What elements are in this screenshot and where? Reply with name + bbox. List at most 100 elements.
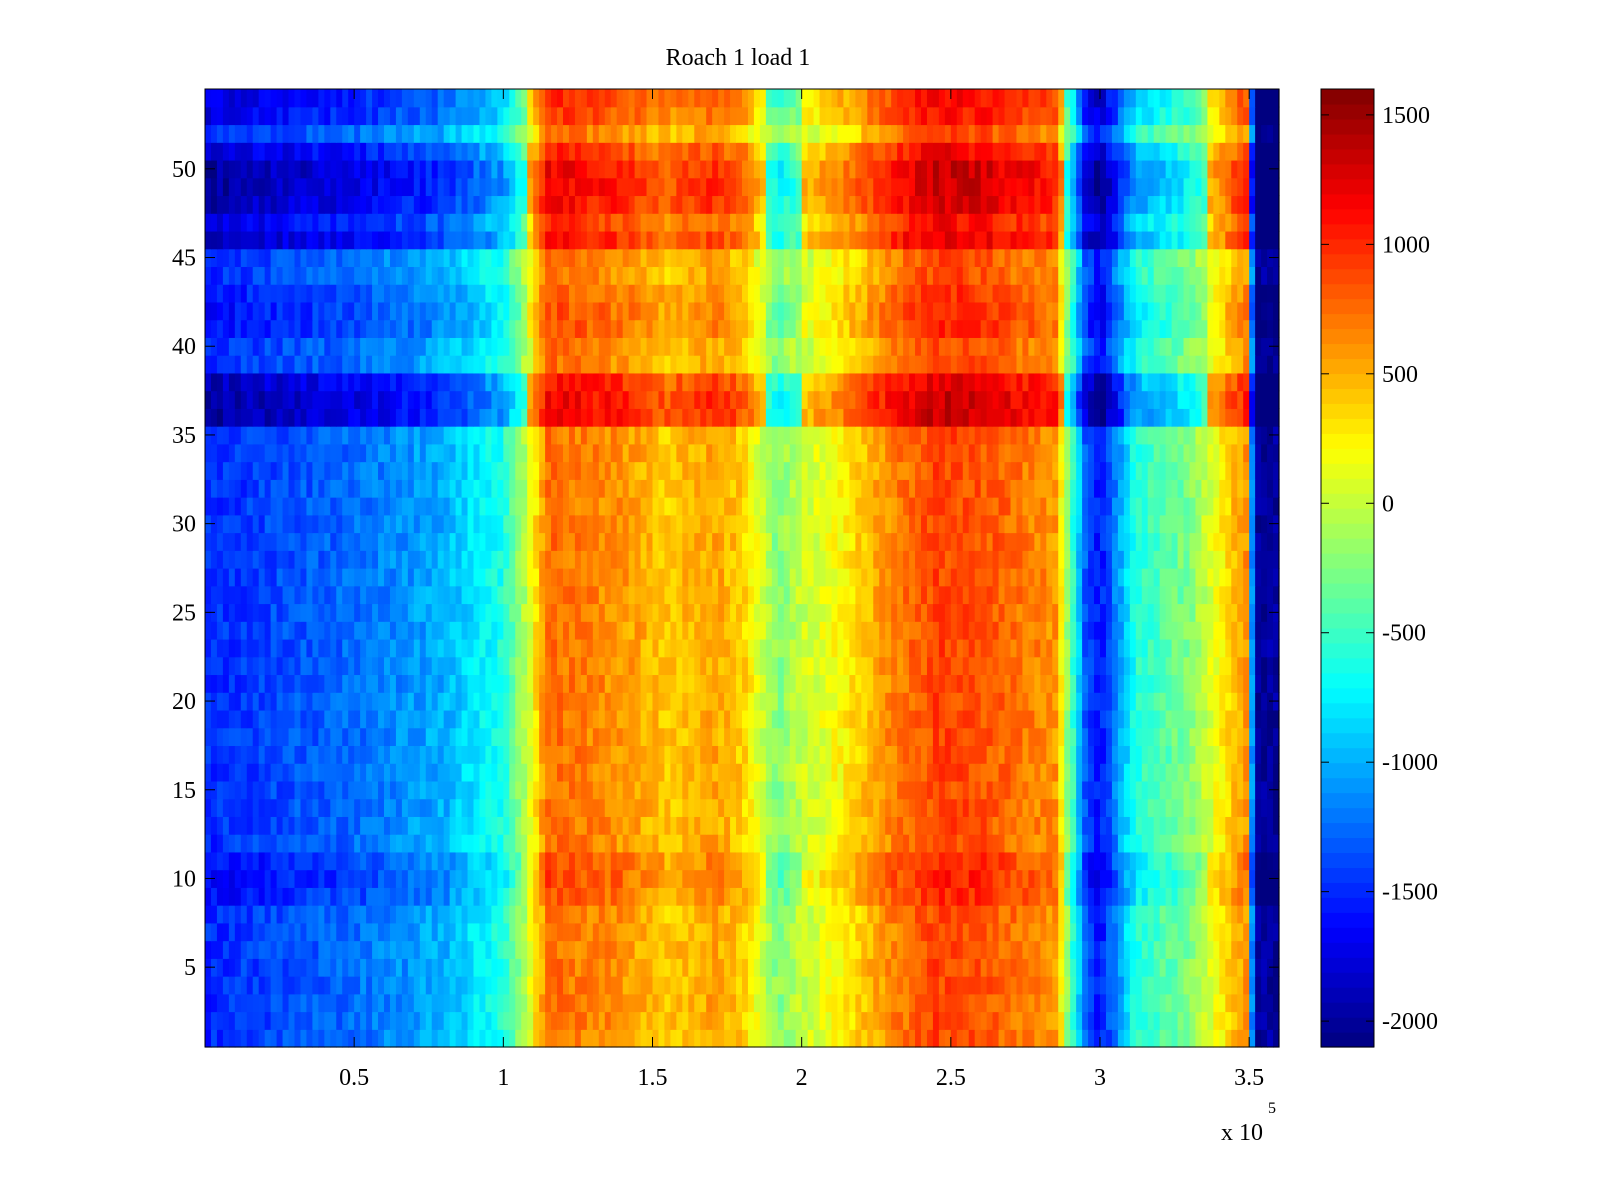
heatmap-cell [747,727,755,747]
heatmap-cell [700,692,707,711]
heatmap-cell [372,692,379,711]
heatmap-cell [777,603,785,622]
heatmap-cell [246,621,254,640]
heatmap-cell [551,550,558,569]
heatmap-cell [992,603,1000,622]
heatmap-cell [1213,656,1220,676]
heatmap-cell [533,834,540,853]
heatmap-cell [1195,905,1203,924]
heatmap-cell [312,887,319,906]
heatmap-cell [1159,834,1167,853]
heatmap-cell [789,727,797,747]
heatmap-cell [676,798,683,817]
heatmap-cell [1111,692,1119,711]
heatmap-cell [210,851,218,871]
heatmap-cell [557,922,564,942]
heatmap-cell [360,656,367,676]
heatmap-cell [258,905,266,924]
heatmap-cell [1231,745,1238,764]
heatmap-cell [861,780,868,800]
heatmap-cell [568,798,576,817]
heatmap-cell [831,1029,839,1048]
heatmap-cell [413,1011,421,1030]
heatmap-cell [372,550,379,569]
heatmap-cell [974,798,982,817]
heatmap-cell [932,692,940,711]
heatmap-cell [395,780,403,800]
heatmap-cell [473,940,481,959]
heatmap-cell [342,905,349,924]
heatmap-cell [598,692,606,711]
heatmap-cell [813,798,821,817]
heatmap-cell [753,1011,761,1030]
heatmap-cell [330,816,337,835]
heatmap-cell [926,603,934,622]
heatmap-cell [461,745,469,764]
heatmap-cell [557,621,564,640]
heatmap-cell [879,869,886,888]
heatmap-cell [962,638,970,658]
heatmap-cell [879,585,886,605]
heatmap-cell [205,763,212,782]
heatmap-cell [473,922,481,942]
heatmap-cell [998,1029,1006,1048]
heatmap-cell [1100,763,1107,782]
heatmap-cell [640,993,648,1013]
heatmap-cell [1207,745,1214,764]
heatmap-cell [944,568,952,587]
heatmap-cell [932,940,940,959]
heatmap-cell [807,692,815,711]
heatmap-cell [1123,603,1131,622]
heatmap-cell [568,638,576,658]
heatmap-cell [312,550,319,569]
heatmap-cell [282,1011,290,1030]
heatmap-cell [491,976,498,995]
heatmap-cell [563,780,570,800]
heatmap-cell [563,869,570,888]
heatmap-cell [658,709,666,729]
heatmap-cell [843,798,850,817]
heatmap-cell [580,709,588,729]
heatmap-cell [980,869,988,888]
heatmap-cell [1111,656,1119,676]
heatmap-cell [1159,976,1167,995]
heatmap-cell [783,922,791,942]
heatmap-cell [915,692,922,711]
heatmap-cell [586,816,594,835]
heatmap-cell [485,763,492,782]
heatmap-cell [604,940,612,959]
heatmap-cell [336,869,343,888]
heatmap-cell [801,656,809,676]
heatmap-cell [724,692,731,711]
heatmap-cell [1129,745,1137,764]
heatmap-cell [980,780,988,800]
heatmap-cell [1189,674,1197,693]
heatmap-cell [1117,1029,1125,1048]
heatmap-cell [1052,709,1059,729]
heatmap-cell [264,638,272,658]
heatmap-cell [819,851,827,871]
heatmap-cell [950,568,958,587]
heatmap-cell [288,798,296,817]
heatmap-cell [407,958,415,977]
heatmap-cell [921,958,928,977]
heatmap-cell [1070,905,1077,924]
heatmap-cell [1105,656,1113,676]
heatmap-cell [891,656,898,676]
heatmap-cell [789,745,797,764]
heatmap-cell [378,816,385,835]
heatmap-cell [1052,958,1059,977]
heatmap-cell [467,834,475,853]
heatmap-cell [861,958,868,977]
heatmap-cell [753,905,761,924]
heatmap-cell [288,940,296,959]
heatmap-cell [551,621,558,640]
heatmap-cell [1022,834,1029,853]
heatmap-cell [825,745,833,764]
heatmap-cell [724,1029,731,1048]
heatmap-cell [1076,834,1083,853]
heatmap-cell [747,940,755,959]
heatmap-cell [1231,993,1238,1013]
heatmap-cell [646,674,654,693]
heatmap-cell [658,816,666,835]
